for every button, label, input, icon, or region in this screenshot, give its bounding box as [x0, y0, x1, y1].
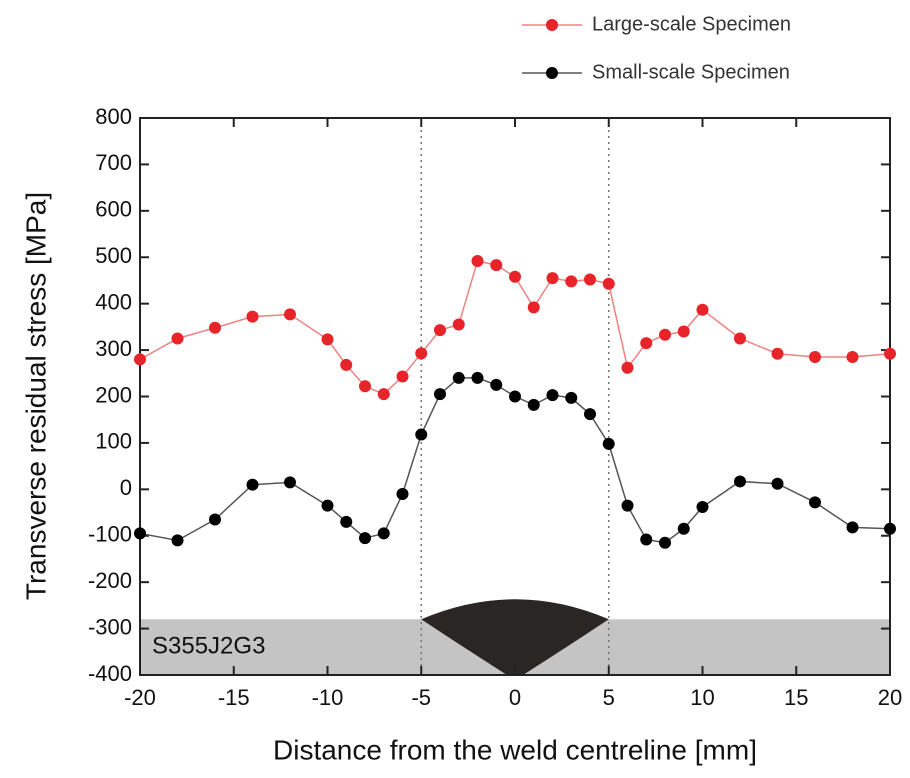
data-point: [677, 325, 690, 338]
data-point: [696, 303, 709, 316]
y-tick-label: 0: [120, 475, 132, 500]
data-point: [396, 370, 409, 383]
data-point: [415, 428, 428, 441]
x-tick-label: 15: [784, 685, 808, 710]
y-tick-label: -100: [88, 522, 132, 547]
y-tick-label: -400: [88, 661, 132, 686]
data-point: [884, 522, 896, 535]
y-tick-label: -300: [88, 614, 132, 639]
data-point: [452, 318, 465, 331]
data-point: [771, 477, 784, 490]
plate-label: S355J2G3: [152, 632, 265, 659]
data-point: [396, 487, 409, 500]
data-point: [527, 301, 540, 314]
data-point: [209, 321, 221, 334]
data-point: [846, 351, 859, 364]
y-tick-label: 400: [95, 289, 132, 314]
data-point: [377, 527, 390, 540]
data-point: [602, 437, 615, 450]
data-point: [546, 389, 559, 402]
y-axis-title: Transverse residual stress [MPa]: [20, 192, 51, 600]
data-point: [734, 332, 746, 345]
data-point: [246, 478, 259, 491]
data-point: [584, 408, 596, 421]
x-tick-label: 0: [509, 685, 521, 710]
y-tick-label: 200: [95, 382, 132, 407]
data-point: [527, 398, 540, 411]
data-point: [377, 388, 390, 401]
data-point: [209, 513, 221, 526]
data-point: [509, 270, 521, 283]
data-point: [490, 259, 503, 272]
data-point: [771, 347, 784, 360]
y-tick-label: 300: [95, 336, 132, 361]
data-point: [659, 328, 671, 341]
legend-marker: [546, 67, 558, 79]
data-point: [340, 515, 353, 528]
data-point: [509, 390, 521, 403]
data-point: [171, 534, 184, 547]
y-tick-label: 600: [95, 197, 132, 222]
data-point: [359, 532, 371, 545]
x-tick-label: -15: [218, 685, 250, 710]
data-point: [584, 273, 596, 286]
data-point: [284, 476, 296, 489]
data-point: [677, 522, 690, 535]
data-point: [415, 347, 428, 360]
x-axis-title: Distance from the weld centreline [mm]: [273, 734, 757, 765]
y-tick-label: 700: [95, 150, 132, 175]
data-point: [452, 371, 465, 384]
data-point: [846, 521, 859, 534]
data-point: [565, 275, 578, 288]
data-point: [434, 388, 446, 401]
data-point: [321, 333, 334, 346]
y-tick-label: -200: [88, 568, 132, 593]
data-point: [659, 536, 671, 549]
x-tick-label: -10: [312, 685, 344, 710]
data-point: [246, 310, 259, 323]
legend-label: Small-scale Specimen: [592, 61, 790, 83]
data-point: [284, 308, 296, 321]
legend-marker: [546, 19, 558, 31]
data-point: [734, 475, 746, 488]
data-point: [546, 272, 559, 285]
data-point: [640, 337, 653, 350]
data-point: [134, 353, 146, 366]
data-point: [321, 499, 334, 512]
data-point: [434, 324, 446, 337]
x-tick-label: 10: [690, 685, 714, 710]
y-tick-label: 800: [95, 104, 132, 129]
weld: [421, 599, 609, 675]
legend-label: Large-scale Specimen: [592, 13, 791, 35]
data-point: [359, 380, 371, 393]
y-tick-label: 100: [95, 429, 132, 454]
data-point: [696, 500, 709, 513]
data-point: [134, 527, 146, 540]
data-point: [809, 496, 821, 509]
data-point: [490, 378, 503, 391]
data-point: [640, 533, 653, 546]
y-tick-label: 500: [95, 243, 132, 268]
data-point: [602, 277, 615, 290]
data-point: [340, 358, 353, 371]
data-point: [621, 361, 634, 374]
x-tick-label: -20: [124, 685, 156, 710]
data-point: [809, 351, 821, 364]
x-tick-label: 5: [603, 685, 615, 710]
data-point: [621, 499, 634, 512]
data-point: [471, 254, 484, 267]
x-tick-label: 20: [878, 685, 902, 710]
data-point: [171, 332, 184, 345]
series-line: [139, 377, 891, 544]
data-point: [884, 347, 896, 360]
data-point: [471, 371, 484, 384]
data-point: [565, 391, 578, 404]
x-tick-label: -5: [411, 685, 431, 710]
